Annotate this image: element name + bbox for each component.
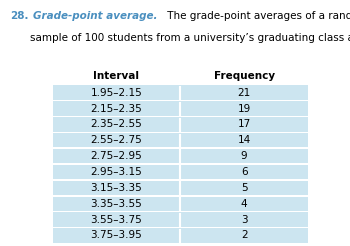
Text: 5: 5 [241, 183, 247, 193]
Text: 3.15–3.35: 3.15–3.35 [91, 183, 142, 193]
Text: Frequency: Frequency [214, 71, 275, 81]
Text: 2: 2 [241, 231, 247, 241]
Text: 14: 14 [238, 135, 251, 145]
Text: 6: 6 [241, 167, 247, 177]
Bar [52, 197, 308, 211]
Bar [52, 181, 308, 195]
Bar [52, 101, 308, 116]
Text: 2.75–2.95: 2.75–2.95 [91, 151, 142, 161]
Text: 2.55–2.75: 2.55–2.75 [91, 135, 142, 145]
Text: 3.35–3.55: 3.35–3.55 [91, 199, 142, 209]
Text: Grade-point average.: Grade-point average. [33, 11, 158, 21]
Bar [52, 228, 308, 243]
Bar [52, 149, 308, 163]
Bar [52, 86, 308, 100]
Bar [52, 117, 308, 132]
Text: 17: 17 [238, 119, 251, 129]
Text: 2.95–3.15: 2.95–3.15 [91, 167, 142, 177]
Text: 9: 9 [241, 151, 247, 161]
Text: 2.15–2.35: 2.15–2.35 [91, 104, 142, 114]
Text: 3.75–3.95: 3.75–3.95 [91, 231, 142, 241]
Text: 1.95–2.15: 1.95–2.15 [91, 88, 142, 98]
Text: 3: 3 [241, 215, 247, 225]
Text: 2.35–2.55: 2.35–2.55 [91, 119, 142, 129]
Text: 19: 19 [238, 104, 251, 114]
Text: 28.: 28. [10, 11, 29, 21]
Text: The grade-point averages of a random: The grade-point averages of a random [164, 11, 350, 21]
Text: 3.55–3.75: 3.55–3.75 [91, 215, 142, 225]
Bar [52, 212, 308, 227]
Text: 21: 21 [238, 88, 251, 98]
Bar [52, 165, 308, 179]
Text: sample of 100 students from a university’s graduating class are:: sample of 100 students from a university… [30, 33, 350, 43]
Text: Interval: Interval [93, 71, 139, 81]
Text: 4: 4 [241, 199, 247, 209]
Bar [52, 133, 308, 147]
